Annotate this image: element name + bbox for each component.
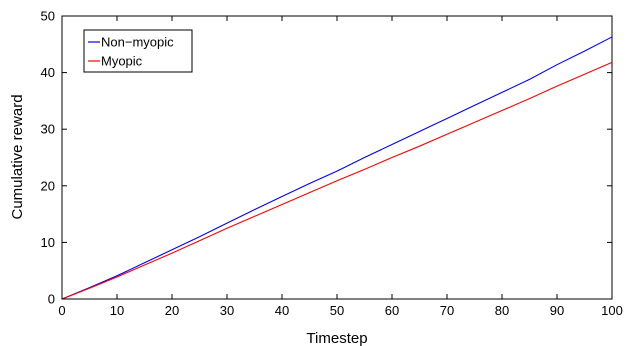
y-axis-label: Cumulative reward — [9, 94, 26, 219]
y-tick-label-4: 40 — [41, 65, 55, 80]
x-tick-label-6: 60 — [385, 303, 399, 318]
y-tick-label-1: 10 — [41, 235, 55, 250]
x-tick-label-4: 40 — [275, 303, 289, 318]
x-tick-label-9: 90 — [550, 303, 564, 318]
legend-box — [83, 29, 193, 73]
y-tick-label-0: 0 — [48, 292, 55, 307]
series-line-1 — [61, 61, 613, 300]
ticks-layer: 0 10 20 30 40 50 60 70 80 90 100 0 10 20 30 40 50 — [41, 9, 623, 319]
x-tick-label-1: 10 — [110, 303, 124, 318]
x-tick-label-3: 30 — [220, 303, 234, 318]
x-tick-label-7: 70 — [440, 303, 454, 318]
legend-label-series-0: Non−myopic — [101, 35, 174, 50]
x-axis-label: Timestep — [306, 330, 367, 346]
x-tick-label-2: 20 — [165, 303, 179, 318]
y-tick-label-2: 20 — [41, 178, 55, 193]
y-tick-label-3: 30 — [41, 122, 55, 137]
legend-label-series-1: Myopic — [101, 54, 143, 69]
x-tick-label-5: 50 — [330, 303, 344, 318]
y-tick-label-5: 50 — [41, 9, 55, 24]
series-layer — [61, 36, 613, 300]
legend: Non−myopic Myopic — [83, 29, 193, 73]
x-tick-label-8: 80 — [495, 303, 509, 318]
x-tick-label-0: 0 — [58, 303, 65, 318]
series-line-0 — [61, 36, 613, 300]
x-tick-label-10: 100 — [601, 303, 623, 318]
